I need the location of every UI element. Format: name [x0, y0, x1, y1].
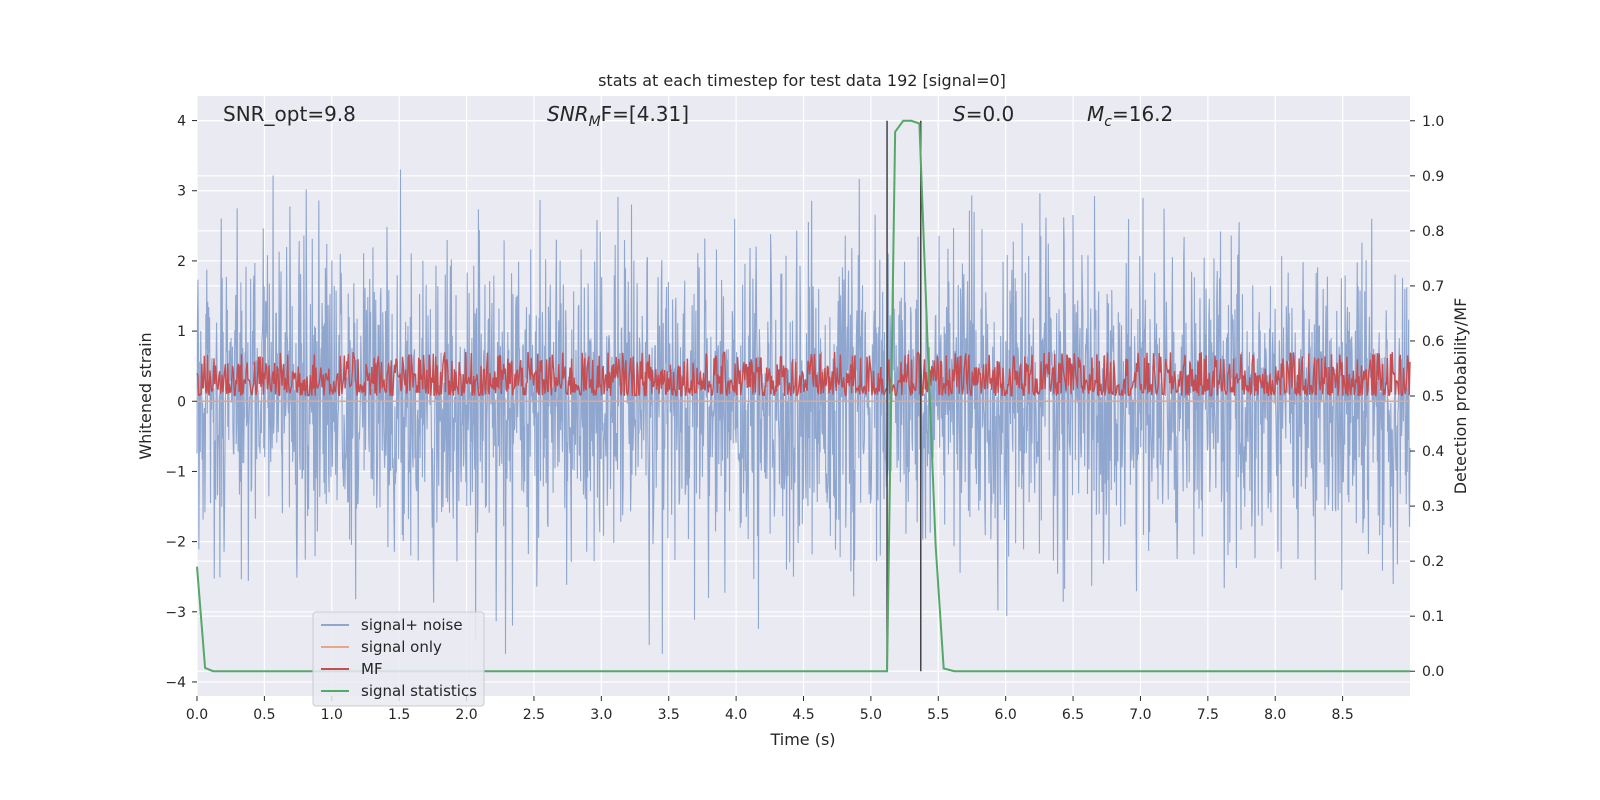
signal-noise-series	[196, 169, 1411, 654]
left-y-tick-label: 2	[177, 254, 186, 270]
legend-label-mf: MF	[361, 660, 383, 678]
x-tick-label: 6.0	[995, 707, 1017, 723]
legend-box	[312, 611, 485, 707]
x-tick-label: 0.5	[253, 707, 275, 723]
x-tick-label: 0.0	[186, 707, 208, 723]
x-axis-label: Time (s)	[769, 730, 835, 749]
mf-series	[196, 351, 1411, 397]
x-tick-label: 6.5	[1062, 707, 1084, 723]
left-y-tick-label: 1	[177, 324, 186, 340]
annotation-s-symbol: S	[953, 102, 966, 126]
annotation-mc-value: =16.2	[1112, 102, 1173, 126]
right-y-tick-label: 0.5	[1422, 389, 1444, 405]
right-y-tick-label: 0.1	[1422, 609, 1444, 625]
mf-line	[196, 351, 1411, 397]
x-tick-label: 1.5	[388, 707, 410, 723]
x-tick-label: 1.0	[321, 707, 343, 723]
x-tick-label: 2.5	[523, 707, 545, 723]
legend-label-signal-statistics: signal statistics	[361, 682, 477, 700]
vertical-markers	[886, 120, 922, 672]
x-tick-label: 3.0	[590, 707, 612, 723]
annotation-snr-mf-value: F=[4.31]	[601, 102, 689, 126]
annotation-snr-mf-subscript: M	[589, 114, 601, 130]
annotation-mc-subscript: c	[1104, 114, 1112, 130]
right-y-tick-label: 1.0	[1422, 114, 1444, 130]
x-tick-label: 8.5	[1331, 707, 1353, 723]
right-y-axis-label: Detection probability/MF	[1451, 298, 1470, 495]
annotation-snr-mf-symbol: SNR	[547, 102, 589, 126]
right-y-tick-label: 0.2	[1422, 554, 1444, 570]
x-tick-label: 7.5	[1197, 707, 1219, 723]
signal-noise-line	[196, 169, 1411, 654]
x-tick-label: 5.5	[927, 707, 949, 723]
annotation-s: S=0.0	[953, 102, 1014, 126]
x-tick-label: 2.0	[455, 707, 477, 723]
legend-label-signal-only: signal only	[361, 638, 442, 656]
right-y-tick-label: 0.0	[1422, 664, 1444, 680]
annotation-mc: Mc=16.2	[1087, 102, 1173, 130]
left-y-tick-label: −2	[165, 535, 186, 551]
left-y-tick-label: −4	[165, 675, 186, 691]
signal-statistics-line	[196, 119, 1410, 673]
right-y-tick-label: 0.8	[1422, 224, 1444, 240]
right-y-tick-label: 0.9	[1422, 169, 1444, 185]
annotation-snr-mf: SNRMF=[4.31]	[547, 102, 689, 130]
chart-title: stats at each timestep for test data 192…	[598, 71, 1006, 90]
left-y-tick-label: 4	[177, 114, 186, 130]
left-y-axis-label: Whitened strain	[136, 332, 155, 459]
annotation-snr-opt: SNR_opt=9.8	[223, 102, 356, 126]
x-tick-label: 7.0	[1129, 707, 1151, 723]
x-tick-label: 4.0	[725, 707, 747, 723]
right-y-tick-label: 0.4	[1422, 444, 1444, 460]
annotation-s-value: =0.0	[966, 102, 1015, 126]
x-tick-label: 8.0	[1264, 707, 1286, 723]
left-y-tick-label: −3	[165, 605, 186, 621]
right-y-tick-label: 0.6	[1422, 334, 1444, 350]
annotation-mc-symbol: M	[1087, 102, 1104, 126]
x-tick-label: 4.5	[792, 707, 814, 723]
x-axis-ticks: 0.0 0.5 1.0 1.5 2.0 2.5 3.0 3.5 4.0 4.5 5.0 5.5 6.0 6…	[186, 696, 1354, 723]
left-y-tick-label: 0	[177, 394, 186, 410]
legend-label-signal-noise: signal+ noise	[361, 616, 463, 634]
right-y-axis-ticks: 1.0 0.9 0.8 0.7 0.6 0.5 0.4 0.3 0.2 0.1 0.0	[1410, 114, 1444, 680]
left-y-axis-ticks: 4 3 2 1 0 −1 −2 −3 −4	[165, 114, 197, 691]
x-tick-label: 5.0	[860, 707, 882, 723]
grid-lines	[196, 96, 1410, 696]
legend: signal+ noise signal only MF signal stat…	[312, 611, 485, 707]
right-y-tick-label: 0.3	[1422, 499, 1444, 515]
left-y-tick-label: −1	[165, 464, 186, 480]
right-y-tick-label: 0.7	[1422, 279, 1444, 295]
x-tick-label: 3.5	[658, 707, 680, 723]
left-y-tick-label: 3	[177, 184, 186, 200]
signal-statistics-series	[196, 119, 1410, 673]
